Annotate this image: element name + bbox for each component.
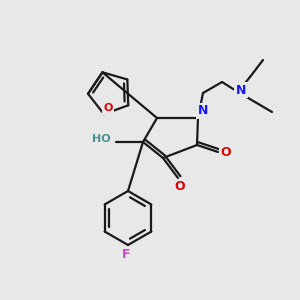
Text: N: N — [236, 83, 246, 97]
Text: O: O — [221, 146, 231, 158]
Text: O: O — [175, 181, 185, 194]
Text: F: F — [122, 248, 130, 262]
Text: O: O — [103, 103, 112, 113]
Text: HO: HO — [92, 134, 111, 144]
Text: N: N — [198, 104, 208, 118]
